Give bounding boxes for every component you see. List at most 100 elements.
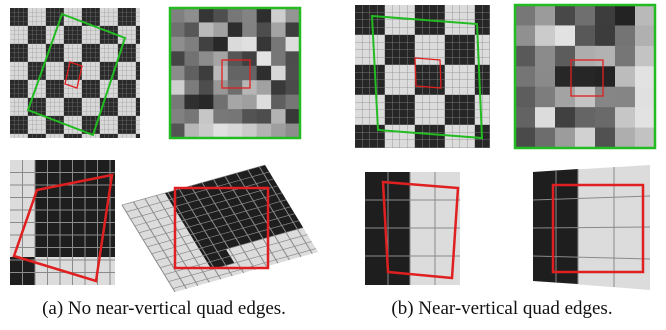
blur-block (170, 95, 185, 110)
blur-block (286, 80, 301, 95)
blur-block (286, 66, 301, 81)
blur-block (257, 8, 272, 23)
caption: (b) Near-vertical quad edges. (391, 298, 612, 319)
blur-block (184, 66, 199, 81)
blur-block (615, 25, 636, 46)
blur-block (286, 124, 301, 139)
panel-b-warped (515, 5, 656, 149)
page: (a) No near-vertical quad edges. (b) Nea… (0, 0, 666, 330)
blur-block (515, 66, 536, 87)
blur-block (271, 66, 286, 81)
blur-block (170, 124, 185, 139)
blur-block (635, 66, 656, 87)
blur-block (199, 80, 214, 95)
blur-block (555, 128, 576, 149)
blur-block (635, 107, 656, 128)
figure: (a) No near-vertical quad edges. (b) Nea… (0, 0, 666, 330)
panel-a-zoom (10, 160, 115, 285)
blur-block (615, 46, 636, 67)
blur-block (199, 124, 214, 139)
blur-block (575, 128, 596, 149)
blur-block (199, 22, 214, 37)
blur-block (228, 37, 243, 52)
blur-block (595, 46, 616, 67)
blur-block (286, 22, 301, 37)
blur-block (228, 109, 243, 124)
panel-b-overview (355, 5, 490, 148)
blur-block (575, 5, 596, 26)
blur-block (199, 37, 214, 52)
blur-block (170, 8, 185, 23)
blur-block (271, 95, 286, 110)
blur-block (535, 25, 556, 46)
panel-b-rectified (533, 165, 650, 290)
blur-block (199, 51, 214, 66)
caption: (a) No near-vertical quad edges. (42, 298, 286, 319)
blur-block (555, 25, 576, 46)
blur-block (257, 95, 272, 110)
blur-block (257, 109, 272, 124)
blur-block (213, 22, 228, 37)
blur-block (635, 5, 656, 26)
blur-block (213, 109, 228, 124)
blur-block (615, 87, 636, 108)
blur-block (184, 95, 199, 110)
blur-block (575, 25, 596, 46)
blur-block (170, 37, 185, 52)
blur-block (257, 37, 272, 52)
blur-block (184, 124, 199, 139)
blur-block (615, 107, 636, 128)
blur-block (575, 87, 596, 108)
blur-block (199, 95, 214, 110)
blur-block (213, 51, 228, 66)
panel-a-warped (170, 8, 301, 139)
blur-block (515, 46, 536, 67)
blur-block (228, 124, 243, 139)
blur-block (595, 87, 616, 108)
blur-block (271, 37, 286, 52)
blur-block (635, 25, 656, 46)
blur-block (286, 95, 301, 110)
blur-block (184, 22, 199, 37)
blur-block (199, 8, 214, 23)
panel-b-zoom (365, 172, 460, 285)
blur-block (184, 8, 199, 23)
blur-block (271, 80, 286, 95)
blur-block (170, 80, 185, 95)
blur-block (515, 25, 536, 46)
blur-block (271, 8, 286, 23)
blur-block (257, 22, 272, 37)
blur-block (555, 107, 576, 128)
blur-block (271, 124, 286, 139)
blur-block (271, 109, 286, 124)
blur-block (286, 37, 301, 52)
blur-block (595, 25, 616, 46)
blur-block (199, 66, 214, 81)
blur-block (213, 8, 228, 23)
blur-block (271, 51, 286, 66)
blur-block (242, 22, 257, 37)
blur-block (199, 109, 214, 124)
blur-block (242, 37, 257, 52)
blur-block (184, 51, 199, 66)
blur-block (535, 5, 556, 26)
blur-block (184, 37, 199, 52)
blur-block (535, 46, 556, 67)
blur-block (555, 87, 576, 108)
blur-block (184, 109, 199, 124)
blur-block (555, 46, 576, 67)
blur-block (271, 22, 286, 37)
blur-block (213, 95, 228, 110)
blur-block (286, 8, 301, 23)
blur-block (515, 87, 536, 108)
panel-a-rectified (122, 165, 318, 292)
blur-block (595, 66, 616, 87)
blur-block (635, 128, 656, 149)
blur-block (615, 66, 636, 87)
blur-block (184, 80, 199, 95)
blur-block (535, 128, 556, 149)
blur-block (515, 107, 536, 128)
blur-block (615, 5, 636, 26)
blur-block (170, 66, 185, 81)
blur-block (228, 51, 243, 66)
